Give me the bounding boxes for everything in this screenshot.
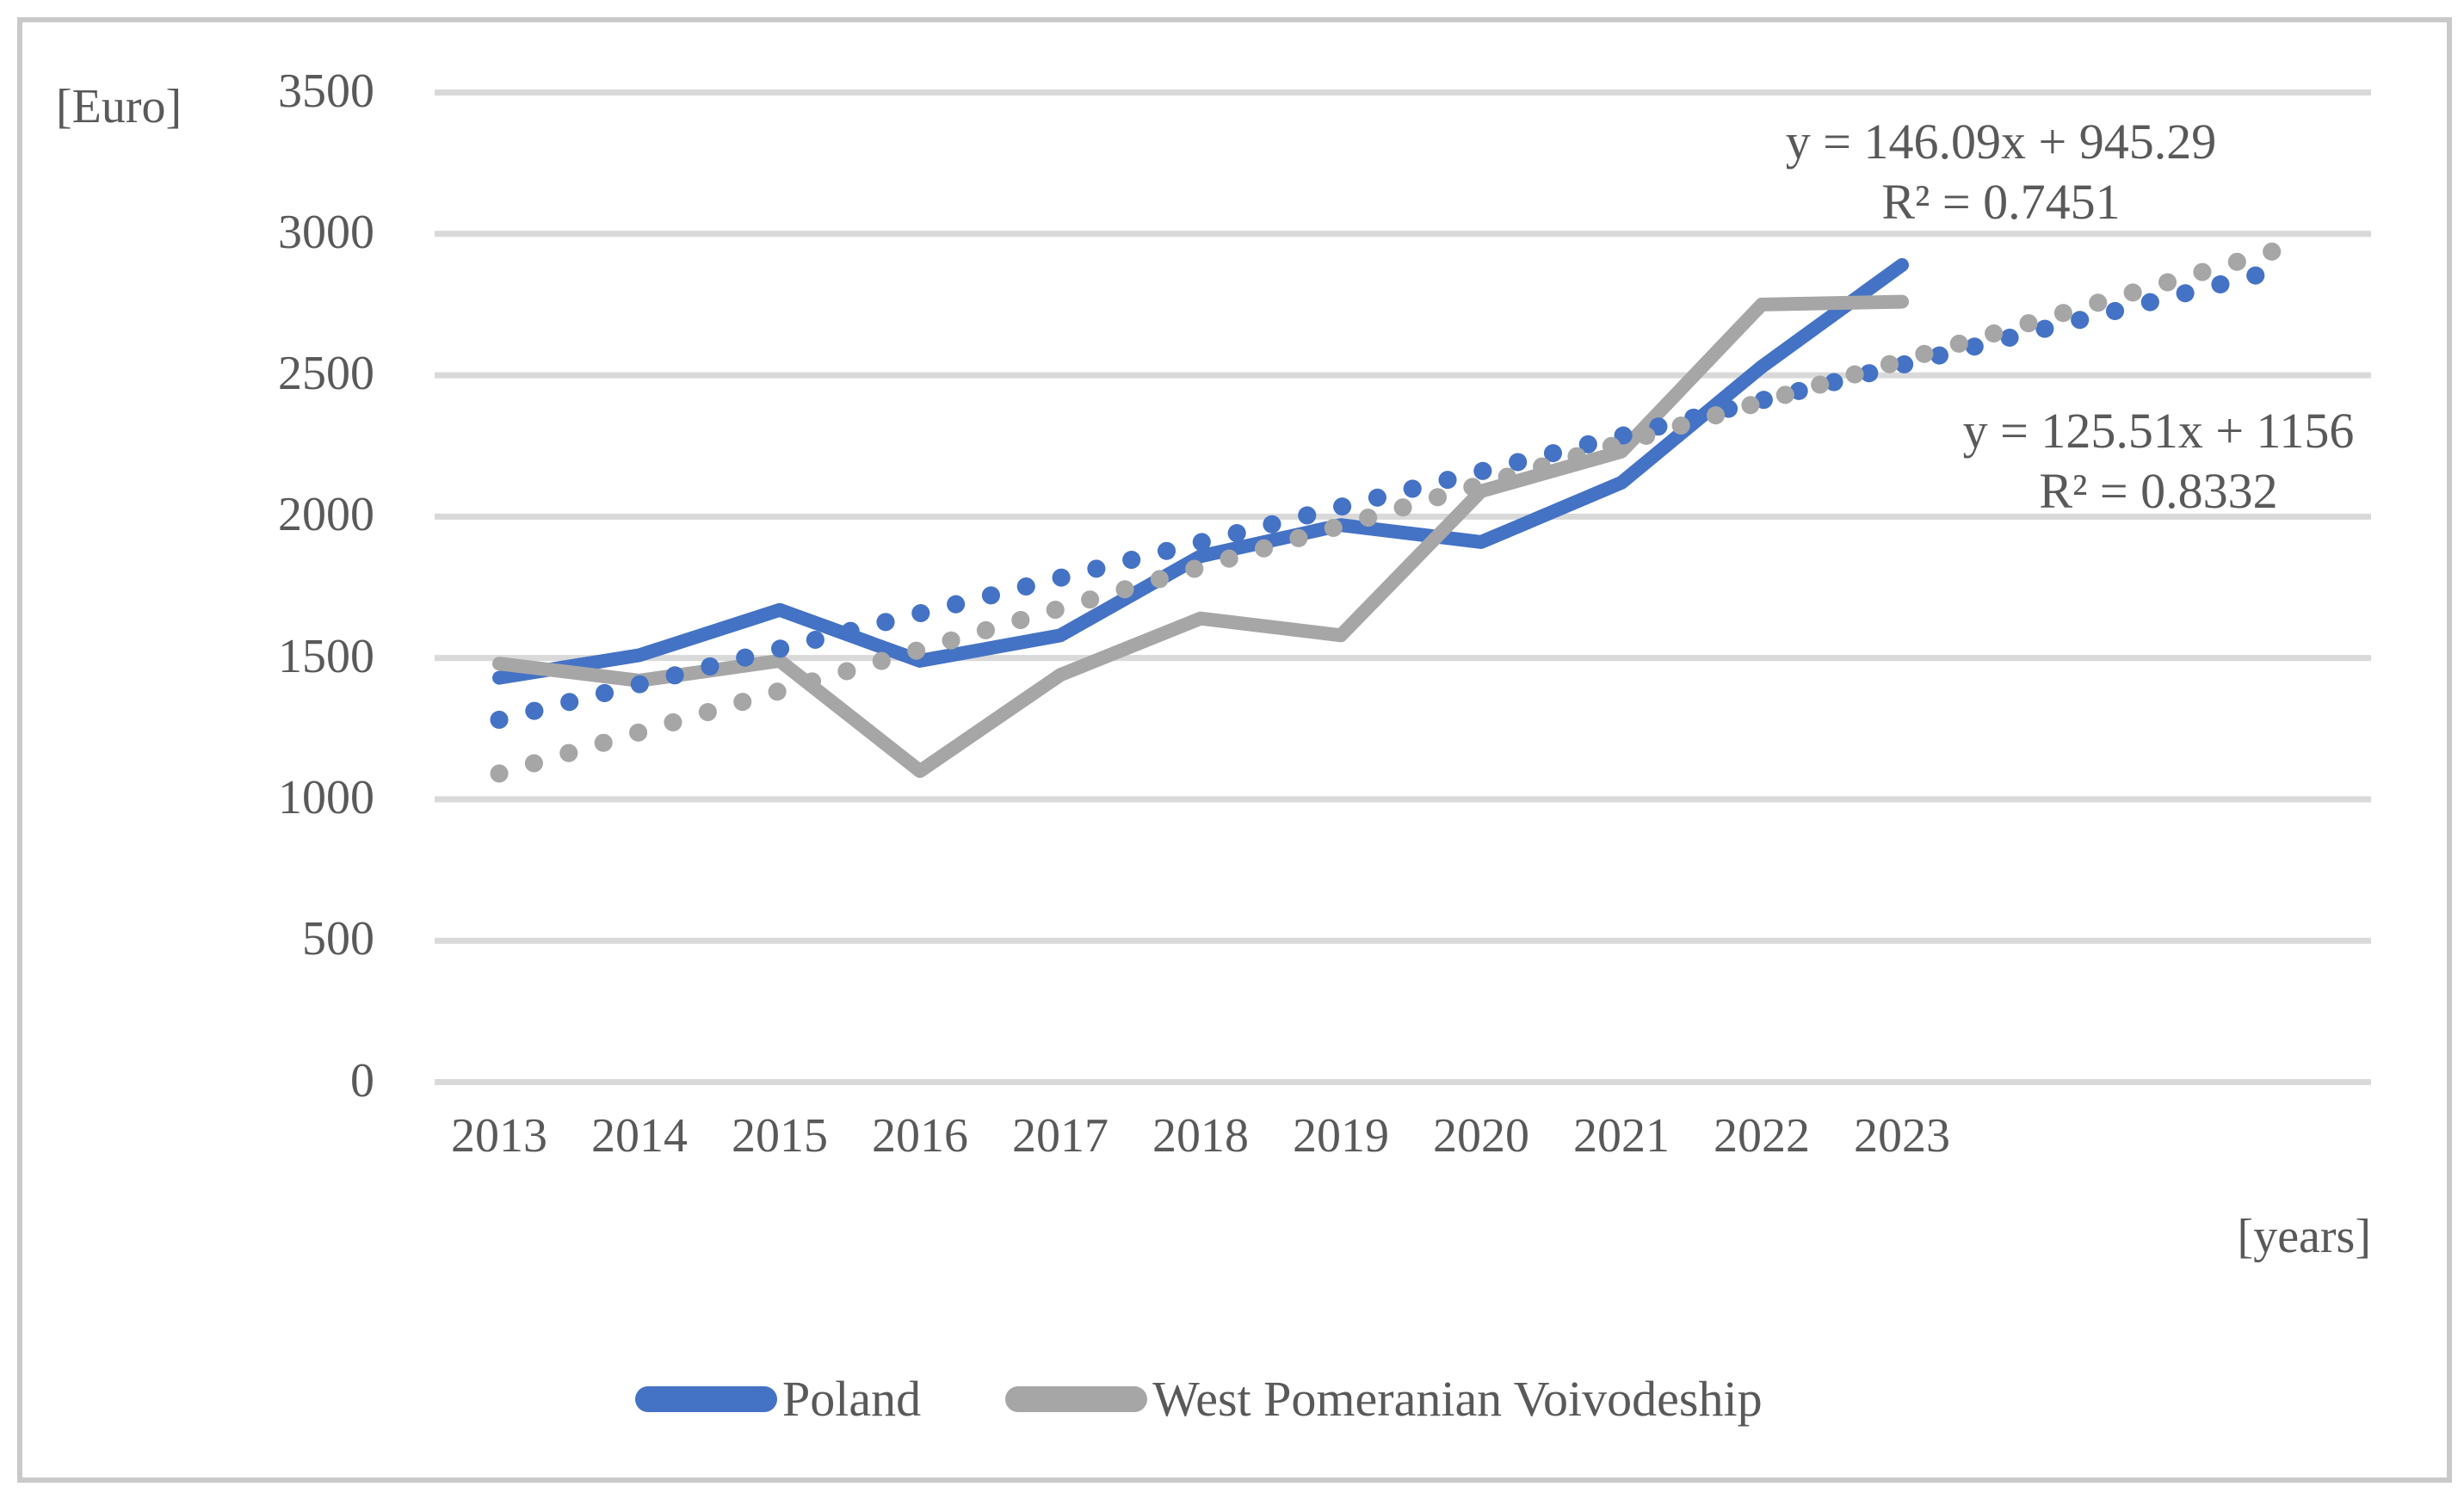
x-axis-tick-label-2016: 2016 — [872, 1109, 968, 1163]
trendline-equation-poland: y = 125.51x + 1156 R² = 0.8332 — [1963, 401, 2355, 521]
legend-item-poland: Poland — [635, 1370, 921, 1428]
legend-label-west-pomeranian: West Pomeranian Voivodeship — [1152, 1371, 1763, 1427]
west-pomeranian-trendline — [490, 238, 2297, 783]
x-axis-tick-label-2022: 2022 — [1714, 1109, 1810, 1163]
x-axis-tick-label-2014: 2014 — [591, 1109, 688, 1163]
x-axis-tick-label-2019: 2019 — [1293, 1109, 1389, 1163]
x-axis-tick-label-2020: 2020 — [1433, 1109, 1529, 1163]
x-axis-tick-label-2018: 2018 — [1152, 1109, 1249, 1163]
trendline-r-squared-text: R² = 0.8332 — [2039, 463, 2278, 519]
x-axis-tick-label-2021: 2021 — [1573, 1109, 1670, 1163]
x-axis-tick-label-2017: 2017 — [1012, 1109, 1108, 1163]
y-axis-tick-label-0: 0 — [350, 1053, 374, 1107]
trendline-equation-west-pomeranian: y = 146.09x + 945.29 R² = 0.7451 — [1786, 112, 2216, 232]
y-axis-tick-label-1000: 1000 — [278, 770, 374, 824]
west-pomeranian-line — [492, 294, 1909, 779]
y-axis-tick-label-1500: 1500 — [278, 629, 374, 683]
poland-line — [492, 257, 1909, 685]
x-axis-tick-label-2023: 2023 — [1854, 1109, 1950, 1163]
y-axis-unit-label: [Euro] — [56, 80, 182, 133]
y-axis-tick-label-3500: 3500 — [278, 64, 374, 118]
legend-item-west-pomeranian: West Pomeranian Voivodeship — [1005, 1370, 1763, 1428]
poland-line-swatch — [635, 1385, 777, 1412]
y-axis-tick-label-2000: 2000 — [278, 488, 374, 542]
trendline-equation-text: y = 125.51x + 1156 — [1962, 403, 2355, 459]
x-axis-tick-label-2013: 2013 — [451, 1109, 547, 1163]
x-axis-unit-label: [years] — [2237, 1210, 2371, 1263]
y-axis-tick-label-500: 500 — [302, 912, 374, 966]
y-axis-tick-label-2500: 2500 — [278, 347, 374, 401]
west-pomeranian-line-swatch — [1005, 1385, 1148, 1412]
legend-label-poland: Poland — [782, 1371, 922, 1427]
x-axis-tick-label-2015: 2015 — [732, 1109, 828, 1163]
chart-legend: Poland West Pomeranian Voivodeship — [635, 1370, 1763, 1428]
y-axis-tick-label-3000: 3000 — [278, 205, 374, 259]
trendline-r-squared-text: R² = 0.7451 — [1881, 174, 2121, 230]
trendline-equation-text: y = 146.09x + 945.29 — [1785, 114, 2217, 170]
